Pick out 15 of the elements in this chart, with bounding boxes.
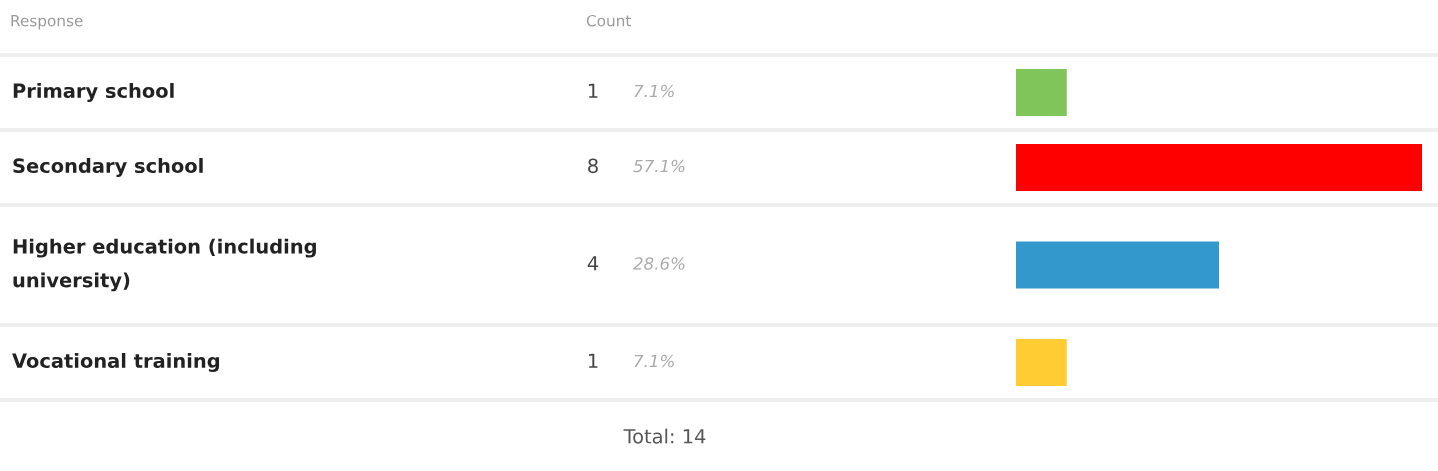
text: 1	[588, 353, 598, 368]
text: 57.1%	[633, 159, 685, 173]
text: 7.1%	[634, 354, 674, 368]
text: Total: 14	[623, 428, 706, 444]
y-tick-label: Higher education (including university)	[13, 238, 316, 292]
text: 4	[587, 256, 599, 271]
y-tick-label: Secondary school	[13, 158, 203, 177]
text: 1	[588, 83, 598, 98]
y-tick-label: Vocational training	[12, 353, 220, 372]
x-axis-title: Count	[586, 14, 631, 27]
text: 7.1%	[634, 84, 674, 98]
text: 8	[588, 158, 598, 174]
y-tick-label: Primary school	[13, 83, 174, 102]
y-axis-title: Response	[11, 15, 83, 30]
text: 28.6%	[633, 257, 685, 270]
